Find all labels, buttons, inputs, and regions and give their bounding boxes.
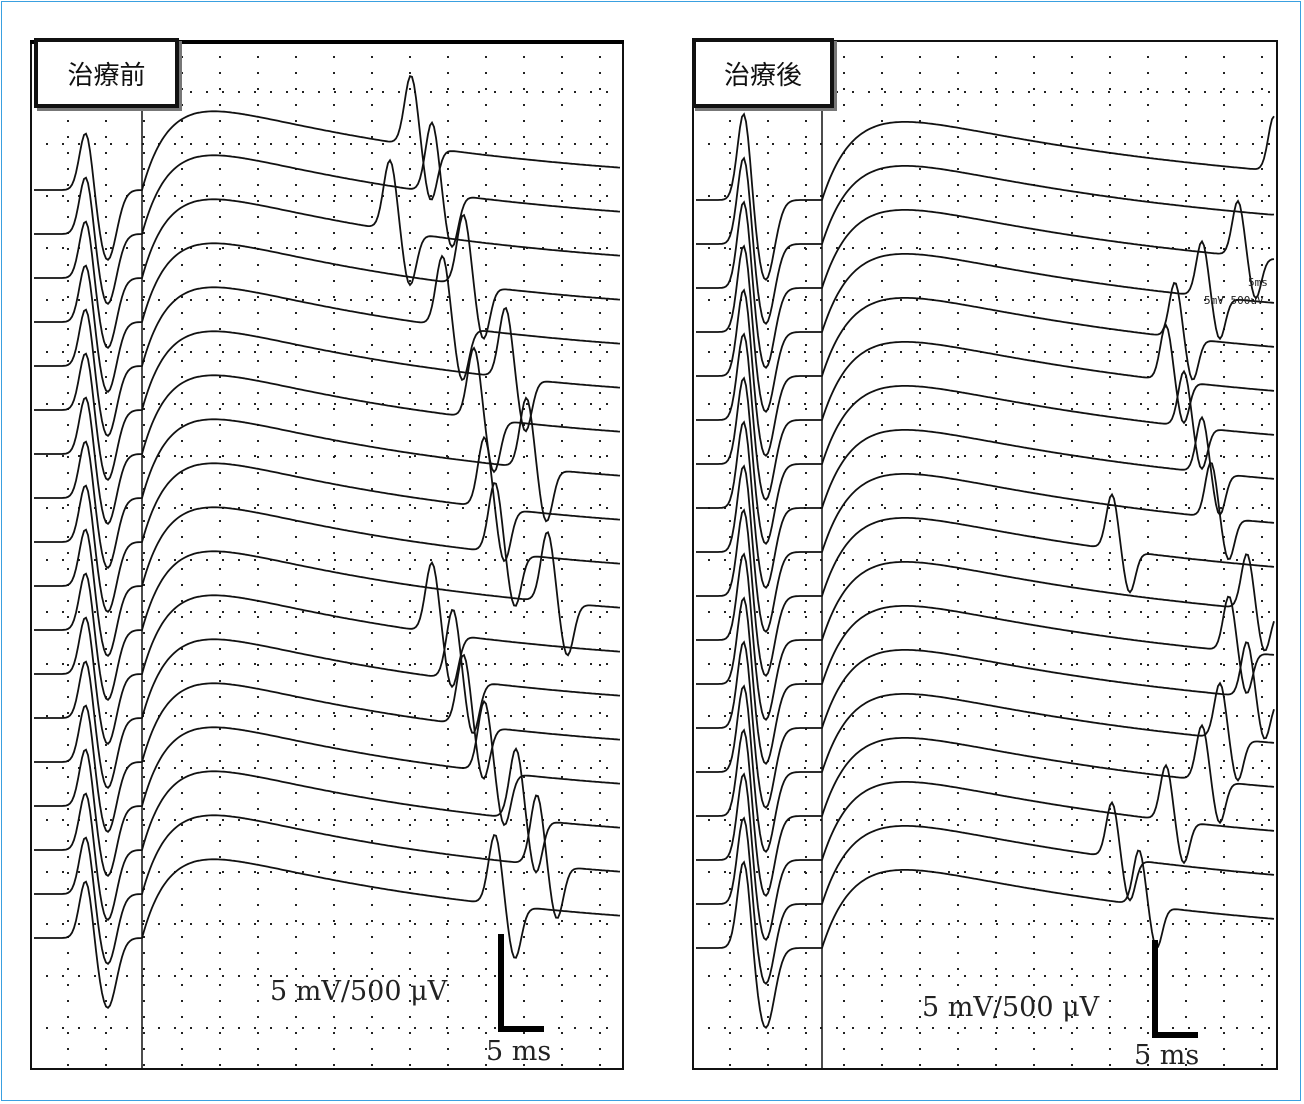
- chart-after-treatment: [692, 40, 1278, 1070]
- trace-5: [34, 254, 621, 437]
- trace-1: [696, 112, 1275, 281]
- trace-7: [696, 369, 1275, 545]
- trace-10: [696, 492, 1275, 677]
- time-scale-label-after: 5 ms: [1134, 1040, 1200, 1071]
- plot-border: [692, 40, 1278, 1070]
- trace-5: [696, 281, 1275, 457]
- scale-bar-after: [1152, 940, 1198, 1038]
- trace-12: [696, 595, 1275, 765]
- trace-13: [34, 608, 621, 789]
- scale-bar-before: [498, 934, 544, 1032]
- trace-15: [34, 699, 621, 877]
- panel-before-treatment: 治療前 5 mV/500 μV 5 ms: [30, 38, 624, 1070]
- plot-border: [30, 40, 624, 1070]
- traces: [696, 112, 1275, 1029]
- trace-7: [34, 346, 621, 525]
- trace-11: [34, 530, 621, 701]
- trace-11: [696, 552, 1275, 721]
- trace-8: [34, 396, 621, 569]
- panel-title-after: 治療後: [692, 38, 834, 108]
- voltage-scale-label-before: 5 mV/500 μV: [270, 976, 448, 1007]
- trace-9: [696, 461, 1275, 633]
- trace-14: [696, 681, 1275, 853]
- trace-4: [34, 213, 621, 393]
- trace-9: [34, 435, 621, 613]
- trace-14: [34, 653, 621, 833]
- trace-10: [34, 481, 621, 657]
- trace-15: [696, 723, 1275, 897]
- voltage-scale-label-after: 5 mV/500 μV: [922, 992, 1100, 1023]
- panel-title-before: 治療前: [34, 38, 179, 108]
- panel-after-treatment: 治療後 5ms 5mV 500uV 5 mV/500 μV 5 ms: [692, 38, 1278, 1071]
- trace-3: [696, 199, 1275, 369]
- trace-17: [696, 800, 1275, 985]
- grid: [30, 40, 624, 1070]
- trace-17: [34, 794, 621, 965]
- trace-16: [696, 763, 1275, 941]
- traces: [34, 74, 621, 1009]
- trace-6: [696, 323, 1275, 501]
- trace-13: [696, 640, 1275, 809]
- trace-18: [696, 849, 1275, 1029]
- time-scale-label-before: 5 ms: [486, 1036, 552, 1067]
- trace-8: [696, 415, 1275, 589]
- chart-before-treatment: [30, 40, 624, 1070]
- trace-12: [34, 560, 621, 745]
- trace-16: [34, 747, 621, 921]
- trace-18: [34, 833, 621, 1009]
- grid: [692, 40, 1278, 1070]
- trace-2: [34, 120, 621, 305]
- inset-time-label: 5ms: [1248, 276, 1268, 289]
- trace-2: [696, 156, 1275, 325]
- trace-1: [34, 74, 621, 261]
- trace-3: [34, 158, 621, 349]
- inset-voltage-label: 5mV 500uV: [1204, 294, 1264, 307]
